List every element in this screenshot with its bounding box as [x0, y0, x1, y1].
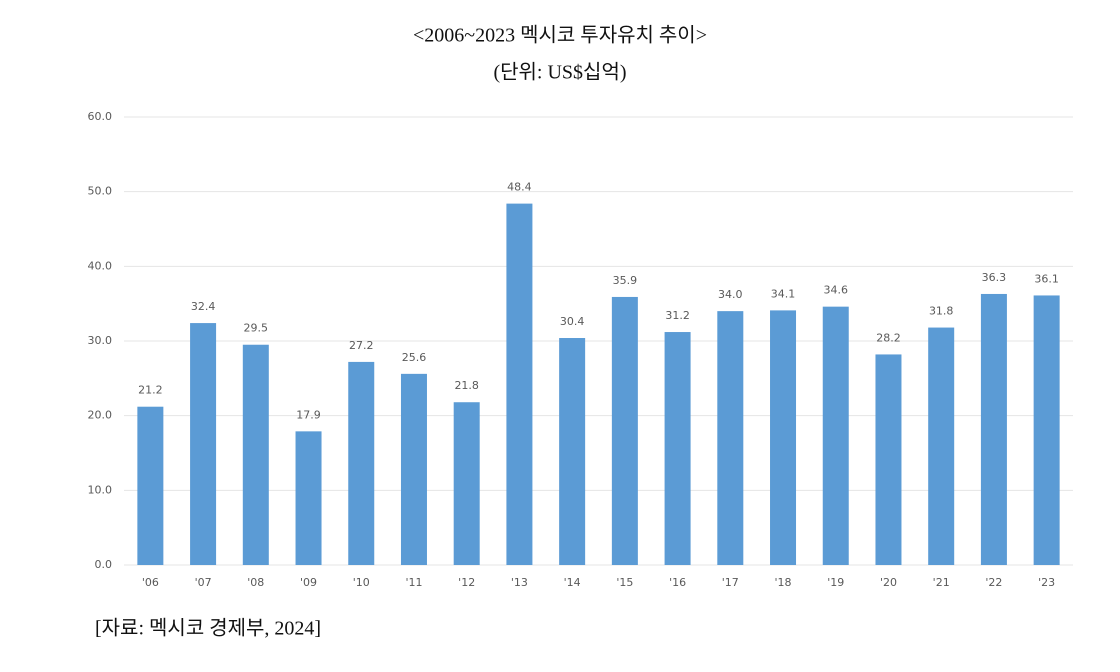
bar [1033, 295, 1060, 565]
data-label: 21.8 [454, 379, 479, 392]
y-tick-label: 20.0 [88, 409, 113, 422]
x-tick-label: '15 [616, 576, 633, 589]
x-tick-label: '16 [669, 576, 686, 589]
bar [190, 323, 217, 565]
y-tick-label: 10.0 [88, 483, 113, 496]
x-tick-label: '14 [564, 576, 581, 589]
bar [348, 361, 375, 565]
data-label: 27.2 [349, 339, 374, 352]
bar [980, 293, 1007, 565]
bar [242, 344, 269, 565]
bar [822, 306, 849, 565]
data-label: 28.2 [876, 331, 901, 344]
x-tick-label: '13 [511, 576, 528, 589]
data-label: 17.9 [296, 408, 321, 421]
data-label: 29.5 [244, 322, 269, 335]
y-tick-label: 40.0 [88, 259, 113, 272]
bar [611, 296, 638, 565]
bar [664, 332, 691, 565]
data-label: 25.6 [402, 351, 427, 364]
x-tick-label: '18 [775, 576, 792, 589]
source-note: [자료: 멕시코 경제부, 2024] [95, 617, 321, 640]
bar [770, 310, 797, 565]
data-label: 31.8 [929, 305, 954, 318]
data-label: 31.2 [665, 309, 690, 322]
data-label: 36.3 [982, 271, 1007, 284]
x-tick-label: '08 [247, 576, 264, 589]
y-tick-label: 60.0 [88, 110, 113, 123]
data-label: 34.0 [718, 288, 743, 301]
y-tick-label: 30.0 [88, 334, 113, 347]
x-tick-label: '20 [880, 576, 897, 589]
bar [295, 431, 322, 565]
x-tick-label: '19 [827, 576, 844, 589]
data-label: 34.1 [771, 287, 796, 300]
x-tick-label: '09 [300, 576, 317, 589]
bar [137, 406, 164, 565]
x-tick-label: '17 [722, 576, 739, 589]
chart-subtitle: (단위: US$십억) [493, 61, 626, 84]
bar [928, 327, 955, 565]
bar [717, 311, 744, 565]
y-tick-label: 50.0 [88, 185, 113, 198]
bar [506, 203, 533, 565]
x-tick-label: '12 [458, 576, 475, 589]
bar [400, 373, 427, 565]
bar [453, 402, 480, 565]
data-label: 36.1 [1034, 272, 1059, 285]
x-tick-label: '06 [142, 576, 159, 589]
data-label: 21.2 [138, 384, 163, 397]
data-label: 48.4 [507, 181, 532, 194]
data-label: 30.4 [560, 315, 585, 328]
x-tick-label: '23 [1038, 576, 1055, 589]
x-tick-label: '07 [195, 576, 212, 589]
data-label: 34.6 [824, 284, 849, 297]
y-tick-label: 0.0 [95, 558, 113, 571]
x-tick-label: '11 [405, 576, 422, 589]
data-label: 35.9 [613, 274, 638, 287]
bar [559, 338, 586, 565]
x-tick-label: '22 [985, 576, 1002, 589]
data-label: 32.4 [191, 300, 216, 313]
x-tick-label: '21 [933, 576, 950, 589]
x-tick-label: '10 [353, 576, 370, 589]
bar [875, 354, 902, 565]
chart-title: <2006~2023 멕시코 투자유치 추이> [413, 24, 707, 47]
